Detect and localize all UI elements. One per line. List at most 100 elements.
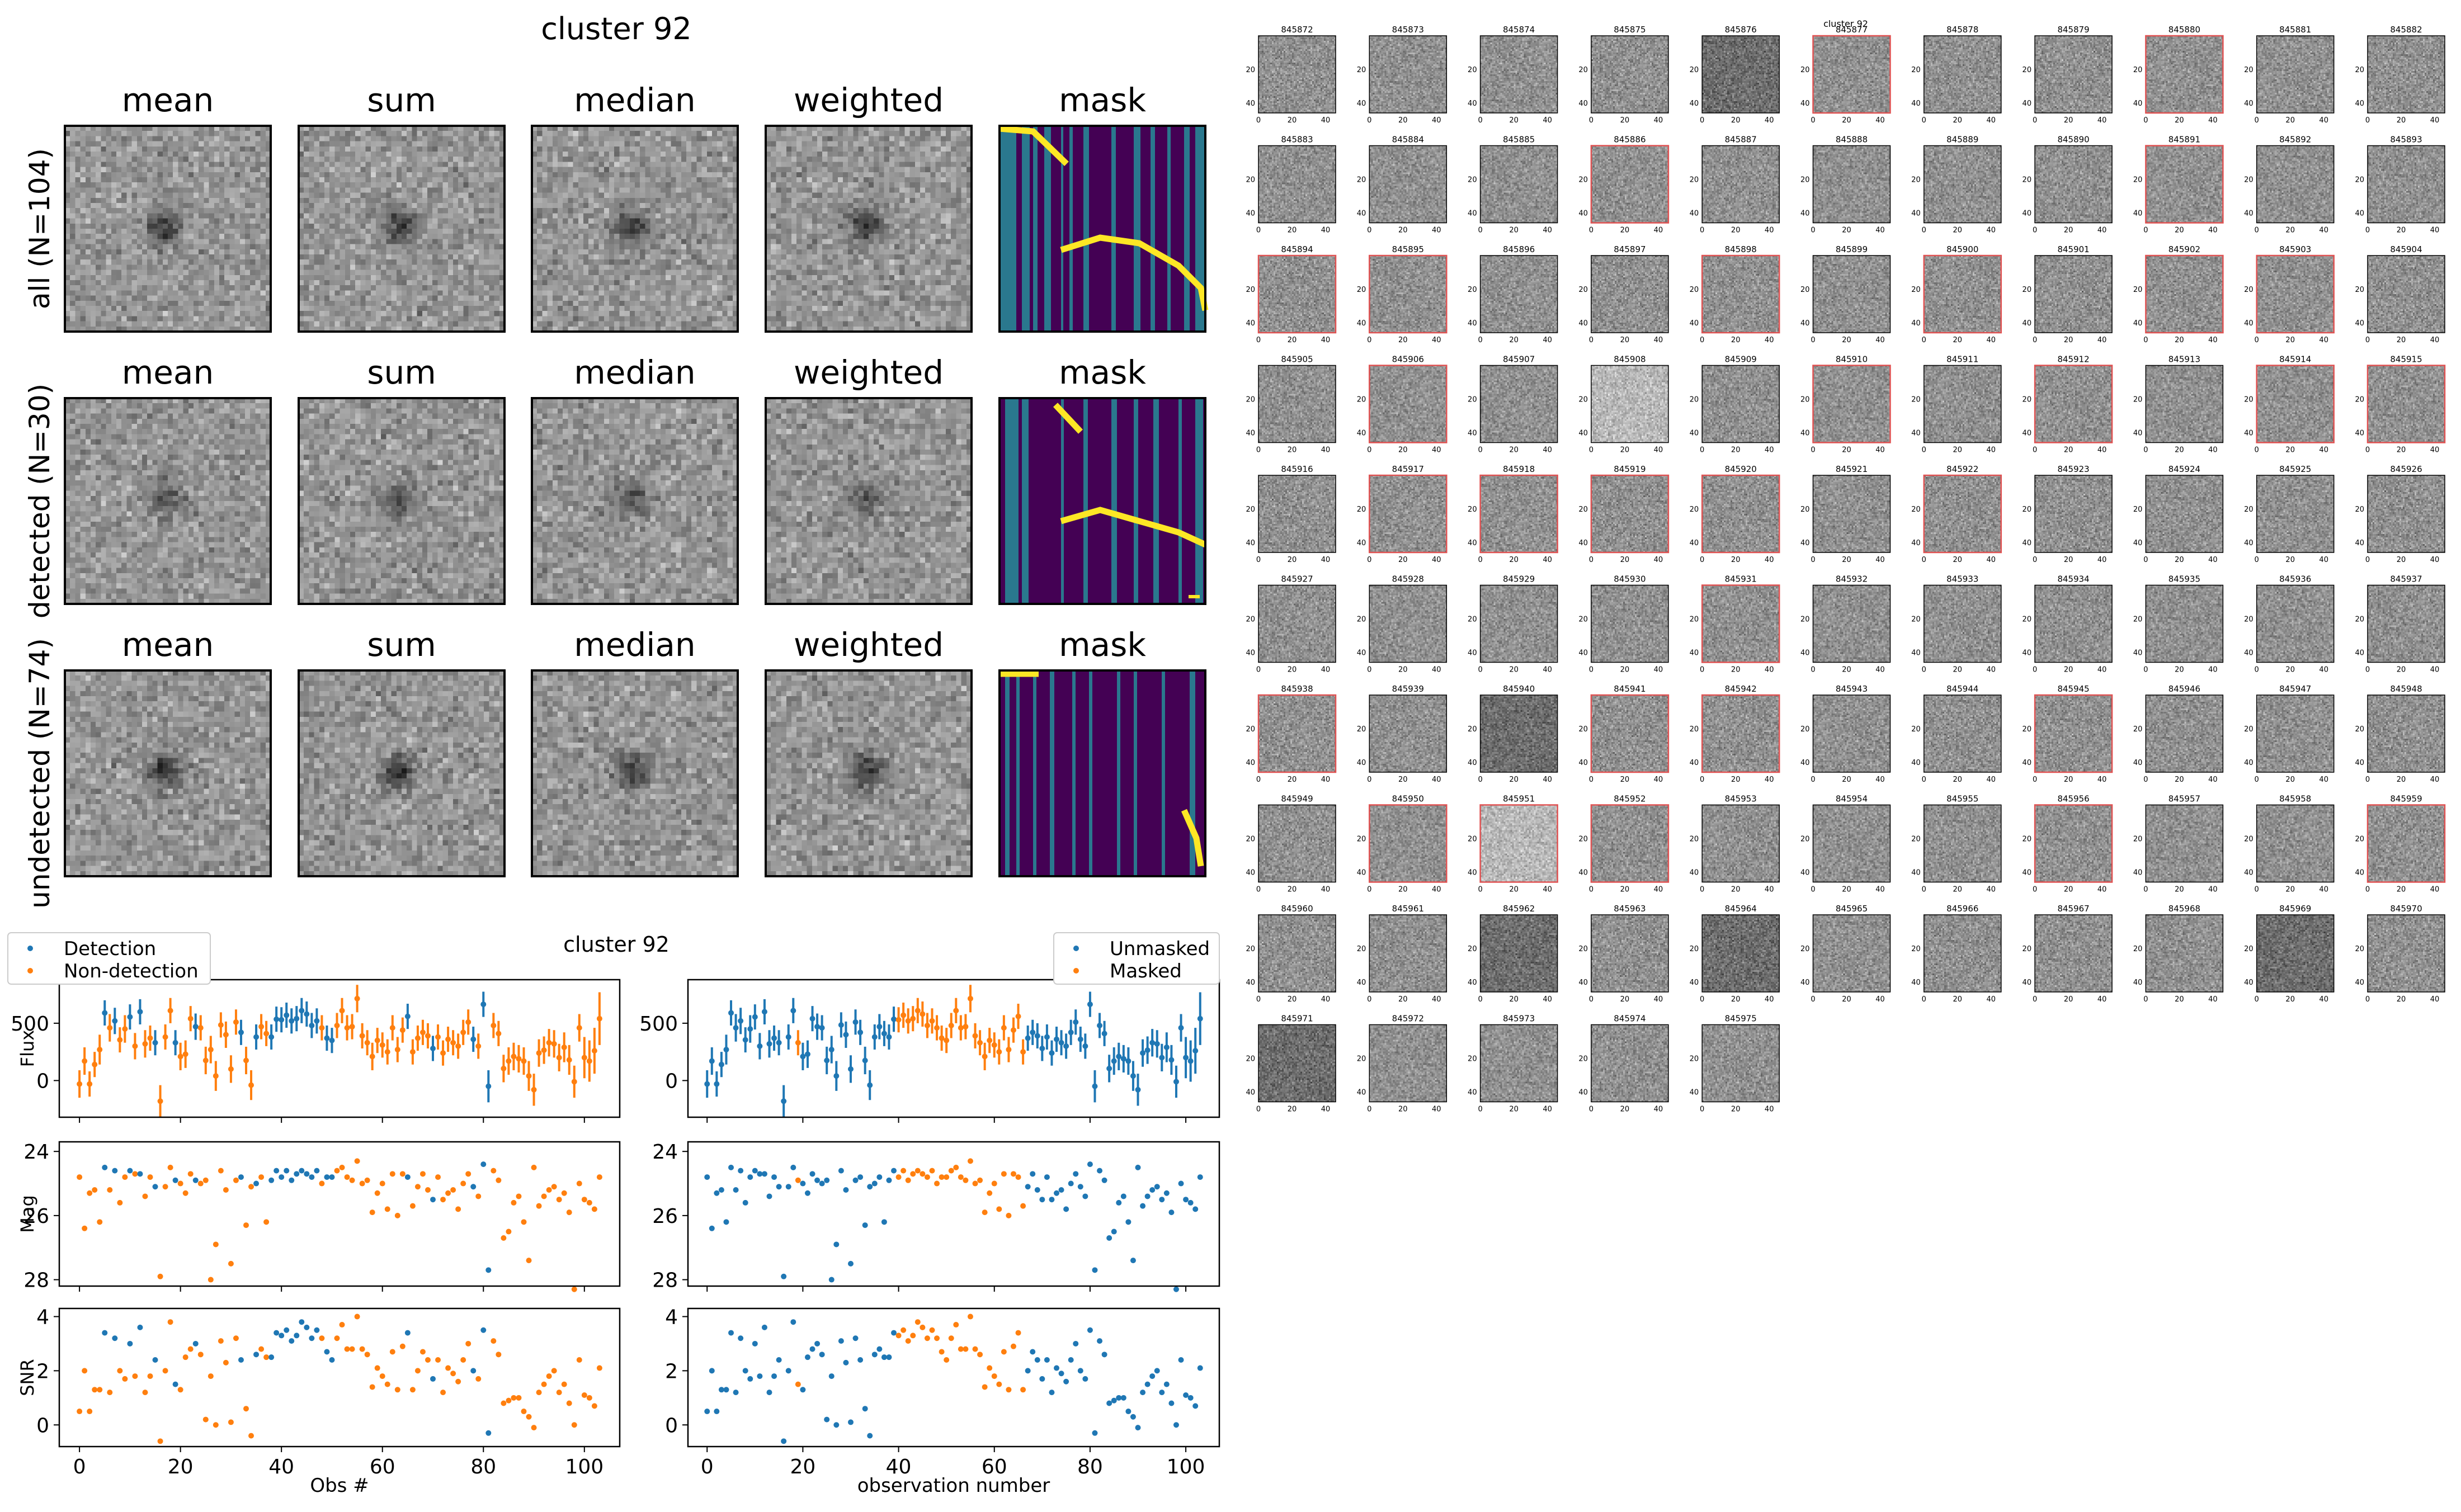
cutout-x-tick: 20	[1953, 666, 1963, 674]
mag-point	[1030, 1171, 1036, 1177]
cutout-y-tick: 40	[1800, 319, 1810, 328]
snr-point	[1192, 1403, 1199, 1409]
snr-point	[1025, 1368, 1031, 1374]
flux-point	[364, 1040, 370, 1046]
cutout-id: 845942	[1725, 684, 1757, 694]
cutout-id: 845913	[2168, 355, 2200, 365]
cutout-y-tick: 40	[2022, 649, 2032, 658]
snr-point	[485, 1430, 492, 1436]
flux-point	[399, 1027, 406, 1033]
cutout-y-tick: 20	[2133, 396, 2143, 404]
cutout-x-tick: 40	[1987, 556, 1996, 564]
cutout-x-tick: 0	[1811, 666, 1815, 674]
cutout-x-tick: 40	[2208, 776, 2218, 784]
cutout-y-tick: 40	[1690, 100, 1699, 108]
cutout-id: 845959	[2390, 794, 2422, 804]
cutout-image	[1591, 915, 1668, 992]
snr-point	[279, 1333, 285, 1339]
snr-point	[596, 1365, 602, 1371]
mag-point	[1101, 1177, 1107, 1183]
cutout-x-tick: 0	[2143, 336, 2148, 344]
mag-point	[824, 1177, 830, 1183]
cutout-x-tick: 40	[1987, 995, 1996, 1004]
cutout-y-tick: 20	[1357, 176, 1366, 185]
cutout-frame	[1369, 365, 1448, 443]
cutout-image	[1702, 475, 1780, 552]
mag-point	[445, 1190, 451, 1196]
cutout-image	[1813, 805, 1890, 882]
mag-point	[329, 1174, 335, 1180]
mag-point	[738, 1168, 744, 1174]
cutout-x-tick: 40	[1321, 446, 1331, 455]
legend-right-marker	[1073, 968, 1079, 974]
cutout-image	[1591, 475, 1668, 552]
cutout-y-tick: 40	[2355, 319, 2364, 328]
mask-highlight	[999, 125, 1069, 166]
cutout-x-tick: 0	[2143, 116, 2148, 125]
cutout-x-tick: 40	[2097, 556, 2107, 564]
cutout-frame	[1258, 145, 1336, 224]
mag-point	[833, 1241, 840, 1248]
flux-point	[299, 1008, 305, 1014]
snr-point	[1159, 1390, 1165, 1396]
cutout-y-tick: 40	[2244, 759, 2253, 767]
cutout-x-tick: 20	[2064, 446, 2073, 455]
cutout-x-tick: 0	[1811, 226, 1815, 235]
cutout-y-tick: 20	[1357, 945, 1366, 953]
cutout-frame	[1369, 145, 1448, 224]
snr-point	[192, 1340, 199, 1346]
cutout-x-tick: 20	[1953, 886, 1963, 894]
flux-point	[714, 1081, 720, 1087]
flux-point	[1087, 1001, 1093, 1008]
cutout-y-tick: 40	[1690, 979, 1699, 987]
cutout-image	[1480, 805, 1558, 882]
flux-point	[182, 1051, 188, 1057]
cutout-x-tick: 20	[1842, 116, 1851, 125]
snr-point	[167, 1319, 173, 1325]
cutout-frame	[1258, 914, 1336, 993]
cutout-y-tick: 20	[1911, 616, 1921, 624]
cutout-id: 845888	[1836, 135, 1868, 145]
mag-point	[1125, 1219, 1132, 1225]
mag-point	[404, 1174, 411, 1180]
cutout-id: 845893	[2390, 135, 2422, 145]
cutout-x-tick: 0	[1367, 886, 1371, 894]
cutout-y-tick: 40	[1468, 869, 1477, 877]
cutout-x-tick: 0	[1367, 226, 1371, 235]
flux-point	[1163, 1044, 1170, 1050]
cutout-frame	[2145, 35, 2224, 114]
cutout-x-tick: 20	[1842, 666, 1851, 674]
cutout-frame	[1812, 694, 1891, 773]
snr-point	[944, 1357, 950, 1363]
cutout-image	[1480, 695, 1558, 772]
cutout-x-tick: 0	[2365, 336, 2370, 344]
cutout-y-tick: 20	[1800, 945, 1810, 953]
flux-point	[1173, 1079, 1179, 1085]
mask-stripe	[1000, 126, 1016, 332]
stamps-title: cluster 92	[541, 11, 692, 46]
snr-point	[263, 1354, 270, 1360]
cutout-x-tick: 0	[1922, 995, 1926, 1004]
snr-point	[591, 1403, 597, 1409]
cutout-x-tick: 0	[2143, 776, 2148, 784]
flux-point	[963, 1024, 969, 1030]
flux-point	[958, 1025, 964, 1031]
mag-point	[963, 1177, 969, 1183]
mag-point	[228, 1260, 234, 1267]
cutout-x-tick: 0	[1256, 1105, 1261, 1114]
snr-point	[526, 1414, 532, 1420]
cutout-x-tick: 0	[2255, 226, 2259, 235]
cutout-x-tick: 20	[1398, 226, 1408, 235]
cutout-frame	[1369, 914, 1448, 993]
mag-point	[733, 1187, 739, 1193]
cutout-y-tick: 40	[1246, 210, 1255, 218]
flux-point	[1044, 1034, 1050, 1040]
mask-stripe	[1195, 398, 1203, 604]
cutout-frame	[1923, 694, 2002, 773]
mag-point	[364, 1177, 370, 1183]
snr-point	[785, 1368, 791, 1374]
flux-point	[738, 1018, 744, 1024]
snr-point	[867, 1433, 873, 1439]
stamp-image	[299, 398, 505, 604]
snr-point	[910, 1333, 916, 1339]
